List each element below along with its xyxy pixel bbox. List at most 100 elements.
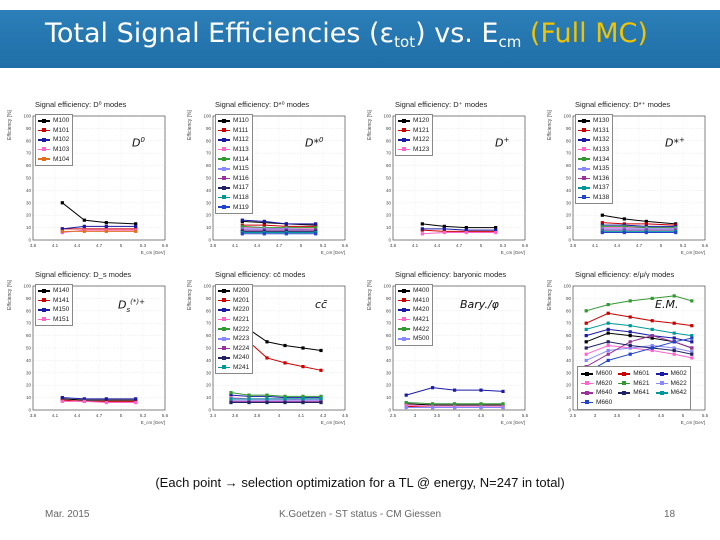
- plot-title: Signal efficiency: e/μ/γ modes: [575, 270, 675, 279]
- legend-label: M100: [53, 117, 70, 125]
- y-tick-label: 40: [26, 358, 32, 363]
- data-point: [283, 397, 287, 401]
- y-tick-label: 10: [206, 225, 212, 230]
- data-point: [622, 217, 626, 221]
- plot-legend: M130 M131 M132 M133 M134 M135 M136 M137 M138: [575, 114, 614, 205]
- x-tick-label: 4.7: [456, 243, 463, 248]
- series-line: [230, 392, 321, 397]
- x-tick-label: 3.5: [614, 413, 621, 418]
- y-tick-label: 70: [566, 321, 572, 326]
- series-line: [422, 229, 496, 232]
- series-line: [242, 224, 316, 227]
- data-point: [690, 336, 694, 340]
- legend-label: M151: [53, 316, 70, 324]
- legend-marker-icon: [218, 157, 230, 161]
- x-axis-label: E_cm [GeV]: [321, 250, 345, 255]
- y-tick-label: 70: [26, 151, 32, 156]
- data-point: [464, 230, 468, 235]
- data-point: [265, 397, 269, 401]
- legend-label: M640: [596, 389, 613, 397]
- legend-entry: M141: [38, 296, 69, 306]
- legend-marker-icon: [218, 118, 230, 122]
- x-tick-label: 4.7: [276, 243, 283, 248]
- y-tick-label: 80: [386, 138, 392, 143]
- legend-entry: M111: [218, 126, 249, 136]
- legend-marker-icon: [218, 308, 230, 312]
- legend-label: M422: [413, 325, 430, 333]
- y-tick-label: 40: [386, 188, 392, 193]
- x-tick-label: 4: [638, 413, 641, 418]
- x-tick-label: 4.5: [478, 413, 485, 418]
- y-tick-label: 10: [26, 395, 32, 400]
- legend-label: M132: [593, 136, 610, 144]
- data-point: [690, 356, 694, 360]
- legend-marker-icon: [38, 317, 50, 321]
- series-line: [422, 228, 496, 231]
- legend-marker-icon: [218, 327, 230, 331]
- data-point: [606, 343, 610, 348]
- data-point: [442, 230, 446, 235]
- title-sub-cm: cm: [498, 33, 522, 51]
- y-tick-label: 20: [206, 213, 212, 218]
- y-tick-label: 30: [386, 370, 392, 375]
- legend-label: M240: [233, 354, 250, 362]
- legend-entry: M240: [218, 353, 249, 363]
- x-tick-label: 4.4: [74, 243, 81, 248]
- data-point: [262, 223, 266, 227]
- data-point: [464, 226, 468, 230]
- x-tick-label: 4: [458, 413, 461, 418]
- legend-entry: M118: [218, 193, 249, 203]
- data-point: [247, 400, 251, 405]
- y-tick-label: 60: [206, 163, 212, 168]
- data-point: [104, 224, 108, 228]
- x-axis-label: E_cm [GeV]: [501, 250, 525, 255]
- legend-entry: M121: [398, 126, 429, 136]
- data-point: [319, 394, 323, 398]
- legend-marker-icon: [38, 298, 50, 302]
- data-point: [301, 397, 305, 401]
- legend-marker-icon: [218, 128, 230, 132]
- data-point: [453, 388, 457, 392]
- legend-label: M131: [593, 126, 610, 134]
- legend-entry: M500: [398, 334, 429, 344]
- data-point: [134, 224, 138, 228]
- plot-panel: 0 10 20 30 40 50 60 70 80 90 100 3.8 4.1 4.4 4.7 5 5.3 5.…: [547, 100, 715, 262]
- y-tick-label: 0: [388, 408, 391, 413]
- data-point: [600, 221, 604, 225]
- legend-label: M122: [413, 136, 430, 144]
- y-tick-label: 0: [208, 238, 211, 243]
- data-point: [606, 348, 610, 353]
- y-tick-label: 0: [568, 238, 571, 243]
- legend-marker-icon: [218, 336, 230, 340]
- legend-marker-icon: [38, 128, 50, 132]
- plot-frame: [392, 115, 526, 241]
- data-point: [301, 346, 305, 350]
- x-tick-label: 4.1: [298, 413, 305, 418]
- data-point: [650, 319, 654, 323]
- data-point: [479, 402, 483, 406]
- plot-title: Signal efficiency: D_s modes: [35, 270, 132, 279]
- x-tick-label: 5.6: [162, 413, 169, 418]
- data-point: [431, 386, 435, 390]
- data-point: [584, 352, 588, 356]
- data-point: [672, 321, 676, 325]
- legend-label: M621: [633, 379, 650, 387]
- legend-marker-icon: [655, 371, 668, 375]
- legend-label: M120: [413, 117, 430, 125]
- x-tick-label: 4: [278, 413, 281, 418]
- legend-entry: M137: [578, 183, 609, 193]
- y-tick-label: 40: [206, 358, 212, 363]
- legend-entry: M224: [218, 344, 249, 354]
- y-axis-label: Efficiency [%]: [187, 280, 193, 310]
- x-tick-label: 3.6: [232, 413, 239, 418]
- legend-label: M620: [596, 379, 613, 387]
- data-point: [672, 331, 676, 335]
- y-tick-label: 30: [206, 200, 212, 205]
- y-axis-label: Efficiency [%]: [367, 110, 373, 140]
- data-point: [644, 222, 648, 226]
- legend-label: M137: [593, 184, 610, 192]
- legend-entry: M400: [398, 286, 429, 296]
- x-tick-label: 4.1: [592, 243, 599, 248]
- legend-marker-icon: [218, 288, 230, 292]
- x-tick-label: 5.3: [500, 243, 507, 248]
